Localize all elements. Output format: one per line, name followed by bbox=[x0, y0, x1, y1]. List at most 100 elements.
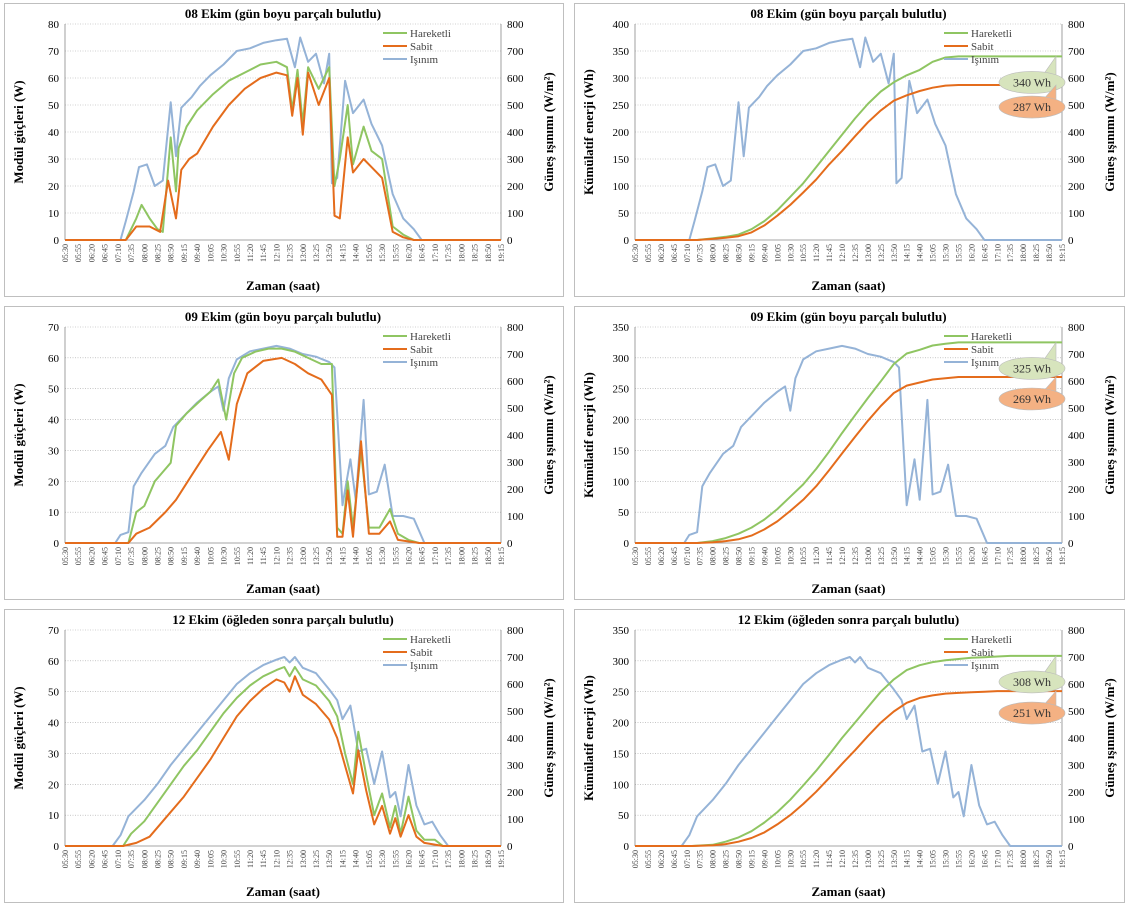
x-tick-label: 12:10 bbox=[838, 547, 847, 565]
chart-panel-4: 09 Ekim (gün boyu parçalı bulutlu) 0 50 100… bbox=[574, 306, 1125, 600]
x-tick-label: 13:00 bbox=[864, 547, 873, 565]
x-tick-label: 19:15 bbox=[1058, 547, 1067, 565]
y-tick-label: 20 bbox=[48, 181, 60, 193]
x-tick-label: 17:10 bbox=[993, 244, 1002, 262]
x-tick-label: 14:15 bbox=[903, 244, 912, 262]
legend-label: Işınım bbox=[410, 54, 439, 66]
x-tick-label: 10:30 bbox=[220, 850, 229, 868]
y-tick-label: 70 bbox=[48, 46, 60, 58]
y-tick-label: 40 bbox=[48, 718, 60, 730]
x-tick-label: 06:20 bbox=[657, 850, 666, 868]
x-tick-label: 09:40 bbox=[193, 850, 202, 868]
y2-tick-label: 500 bbox=[1068, 403, 1085, 415]
x-tick-label: 06:45 bbox=[101, 850, 110, 868]
x-tick-label: 17:10 bbox=[431, 850, 440, 868]
x-tick-label: 14:40 bbox=[352, 547, 361, 565]
y2-tick-label: 500 bbox=[507, 403, 524, 415]
y-tick-label: 250 bbox=[613, 100, 630, 112]
x-tick-label: 13:50 bbox=[325, 547, 334, 565]
x-tick-label: 18:25 bbox=[1032, 850, 1041, 868]
x-tick-label: 19:15 bbox=[1058, 850, 1067, 868]
y-tick-label: 60 bbox=[48, 73, 60, 85]
x-tick-label: 12:10 bbox=[272, 547, 281, 565]
x-tick-label: 08:50 bbox=[167, 547, 176, 565]
y2-axis-title: Güneş ışınımı (W/m²) bbox=[541, 375, 556, 494]
x-tick-label: 14:15 bbox=[903, 850, 912, 868]
x-tick-label: 13:00 bbox=[864, 244, 873, 262]
x-tick-label: 16:20 bbox=[405, 850, 414, 868]
x-tick-label: 14:15 bbox=[903, 547, 912, 565]
x-tick-label: 08:25 bbox=[153, 244, 162, 262]
legend-label: Sabit bbox=[410, 647, 433, 659]
x-tick-label: 12:10 bbox=[838, 850, 847, 868]
x-tick-label: 11:20 bbox=[246, 850, 255, 868]
x-tick-label: 08:00 bbox=[140, 244, 149, 262]
x-axis-title: Zaman (saat) bbox=[811, 884, 885, 899]
x-tick-label: 14:15 bbox=[338, 547, 347, 565]
x-tick-label: 15:55 bbox=[391, 850, 400, 868]
callout-bubble bbox=[998, 95, 1066, 119]
x-tick-label: 15:05 bbox=[365, 547, 374, 565]
x-tick-label: 17:10 bbox=[993, 850, 1002, 868]
y2-tick-label: 100 bbox=[1068, 208, 1085, 220]
y2-axis-title: Güneş ışınımı (W/m²) bbox=[1102, 72, 1117, 191]
x-tick-label: 16:45 bbox=[980, 547, 989, 565]
y-tick-label: 200 bbox=[613, 718, 630, 730]
y2-axis-title: Güneş ışınımı (W/m²) bbox=[541, 72, 556, 191]
x-tick-label: 18:25 bbox=[1032, 547, 1041, 565]
x-tick-label: 15:30 bbox=[942, 850, 951, 868]
x-tick-label: 11:45 bbox=[259, 244, 268, 262]
y-tick-label: 100 bbox=[613, 476, 630, 488]
x-tick-label: 13:00 bbox=[299, 850, 308, 868]
y2-tick-label: 300 bbox=[1068, 760, 1085, 772]
chart-title: 12 Ekim (öğleden sonra parçalı bulutlu) bbox=[172, 612, 393, 627]
y2-tick-label: 100 bbox=[507, 511, 524, 523]
y-tick-label: 30 bbox=[48, 748, 60, 760]
y2-tick-label: 200 bbox=[507, 787, 524, 799]
y-axis-title: Kümülatif enerji (Wh) bbox=[581, 675, 596, 801]
y2-tick-label: 400 bbox=[1068, 430, 1085, 442]
legend-label: Sabit bbox=[410, 344, 433, 356]
series-line-2 bbox=[65, 356, 501, 544]
x-tick-label: 14:40 bbox=[916, 850, 925, 868]
y-tick-label: 350 bbox=[613, 625, 630, 637]
x-tick-label: 15:30 bbox=[378, 547, 387, 565]
y-tick-label: 70 bbox=[48, 625, 60, 637]
x-tick-label: 06:20 bbox=[657, 244, 666, 262]
x-tick-label: 18:00 bbox=[1019, 244, 1028, 262]
x-tick-label: 05:30 bbox=[631, 244, 640, 262]
x-tick-label: 15:55 bbox=[391, 244, 400, 262]
x-tick-label: 07:35 bbox=[696, 244, 705, 262]
x-tick-label: 15:05 bbox=[365, 850, 374, 868]
x-tick-label: 06:20 bbox=[87, 547, 96, 565]
x-tick-label: 15:30 bbox=[378, 850, 387, 868]
y2-tick-label: 800 bbox=[1068, 625, 1085, 637]
x-tick-label: 06:20 bbox=[87, 850, 96, 868]
x-tick-label: 05:55 bbox=[644, 547, 653, 565]
y-tick-label: 50 bbox=[618, 507, 630, 519]
x-tick-label: 18:00 bbox=[1019, 850, 1028, 868]
series-line-3 bbox=[635, 656, 1062, 847]
y2-tick-label: 700 bbox=[507, 652, 524, 664]
x-tick-label: 08:50 bbox=[735, 547, 744, 565]
x-tick-label: 05:55 bbox=[644, 244, 653, 262]
x-tick-label: 13:50 bbox=[890, 547, 899, 565]
x-tick-label: 10:55 bbox=[233, 547, 242, 565]
x-tick-label: 13:25 bbox=[312, 244, 321, 262]
x-tick-label: 16:20 bbox=[405, 547, 414, 565]
y-tick-label: 30 bbox=[48, 445, 60, 457]
x-tick-label: 05:30 bbox=[631, 547, 640, 565]
x-tick-label: 14:15 bbox=[338, 244, 347, 262]
series-line-3 bbox=[65, 344, 501, 544]
y2-tick-label: 300 bbox=[507, 760, 524, 772]
x-tick-label: 11:20 bbox=[812, 244, 821, 262]
y2-tick-label: 200 bbox=[1068, 787, 1085, 799]
x-tick-label: 08:25 bbox=[153, 547, 162, 565]
x-tick-label: 05:55 bbox=[74, 850, 83, 868]
y2-tick-label: 600 bbox=[507, 376, 524, 388]
legend-label: Işınım bbox=[971, 357, 1000, 369]
callout-bubble bbox=[998, 701, 1066, 725]
x-tick-label: 14:40 bbox=[916, 547, 925, 565]
y2-tick-label: 700 bbox=[507, 349, 524, 361]
chart-svg: 08 Ekim (gün boyu parçalı bulutlu) 0 10 20 3… bbox=[11, 6, 556, 293]
